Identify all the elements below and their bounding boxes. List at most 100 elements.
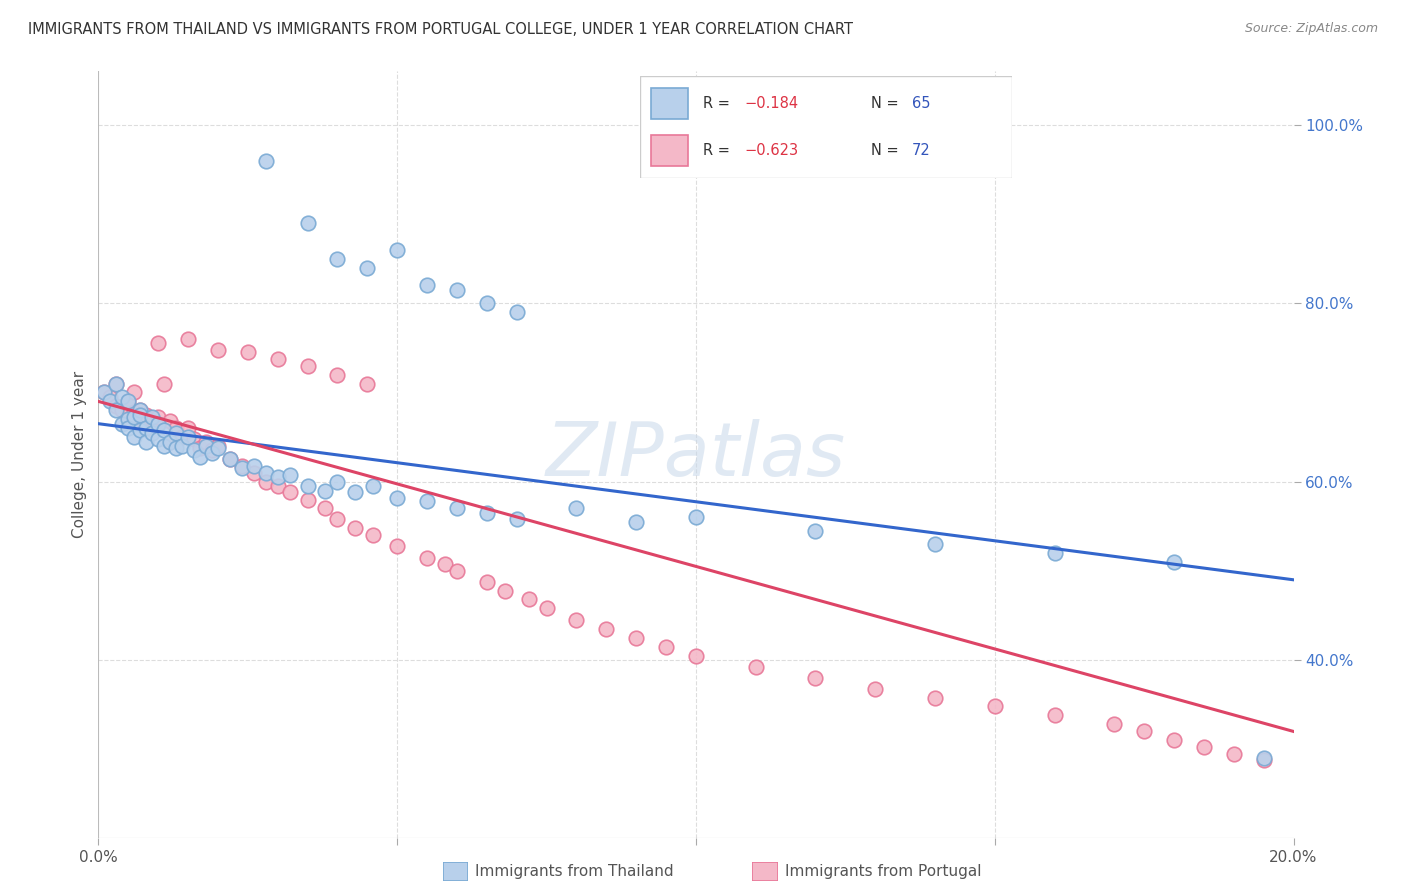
Point (344, 485, 367, 500)
Point (278, 467, 301, 482)
Point (1043, 546, 1066, 560)
Point (207, 343, 229, 357)
Point (135, 408, 157, 422)
Point (98, 394, 122, 409)
Point (231, 461, 253, 475)
Text: Source: ZipAtlas.com: Source: ZipAtlas.com (1244, 22, 1378, 36)
Point (655, 640, 678, 654)
Y-axis label: College, Under 1 year: College, Under 1 year (72, 371, 87, 539)
Point (446, 564, 468, 578)
Point (141, 412, 163, 426)
Point (141, 423, 163, 437)
Point (475, 506, 498, 520)
Point (135, 417, 157, 431)
Text: ZIPatlas: ZIPatlas (546, 419, 846, 491)
Text: N =: N = (870, 144, 903, 158)
Point (1253, 753, 1275, 767)
Point (517, 592, 540, 607)
Text: IMMIGRANTS FROM THAILAND VS IMMIGRANTS FROM PORTUGAL COLLEGE, UNDER 1 YEAR CORRE: IMMIGRANTS FROM THAILAND VS IMMIGRANTS F… (28, 22, 853, 37)
Point (326, 252, 349, 266)
Point (177, 332, 200, 346)
Point (446, 501, 468, 516)
Point (565, 501, 588, 516)
Point (165, 421, 187, 435)
Point (626, 631, 648, 645)
Point (201, 443, 224, 458)
Point (105, 376, 128, 391)
Point (148, 417, 170, 431)
Point (172, 430, 194, 444)
Point (297, 359, 319, 373)
Point (685, 510, 707, 524)
FancyBboxPatch shape (640, 76, 1012, 178)
Text: 72: 72 (911, 144, 931, 158)
Point (326, 475, 349, 489)
Point (236, 345, 259, 359)
Point (195, 439, 218, 453)
Point (1163, 733, 1185, 747)
Point (117, 412, 139, 426)
Point (1253, 751, 1275, 765)
Point (297, 216, 319, 230)
Point (1104, 717, 1126, 731)
Point (188, 441, 211, 455)
Text: R =: R = (703, 96, 734, 111)
Point (177, 430, 200, 444)
Point (124, 430, 146, 444)
Point (159, 434, 181, 449)
Point (135, 421, 157, 435)
Point (177, 421, 200, 435)
Point (243, 466, 266, 480)
Point (363, 479, 385, 493)
Point (1223, 747, 1246, 761)
Point (475, 296, 498, 310)
Point (111, 417, 134, 431)
Text: 65: 65 (911, 96, 931, 111)
Point (344, 521, 367, 535)
Point (804, 524, 827, 538)
Point (207, 439, 229, 453)
Point (93, 385, 115, 400)
Point (135, 434, 157, 449)
Point (105, 376, 128, 391)
Point (98, 390, 122, 404)
Point (315, 483, 337, 498)
Point (595, 622, 617, 636)
Point (326, 512, 349, 526)
Point (494, 583, 516, 598)
Point (267, 351, 290, 366)
Point (1192, 740, 1215, 755)
Point (183, 443, 205, 458)
Text: Immigrants from Portugal: Immigrants from Portugal (785, 864, 981, 879)
Point (416, 494, 439, 508)
Point (745, 660, 768, 674)
Point (159, 414, 181, 428)
Point (363, 528, 385, 542)
Point (148, 336, 170, 351)
Point (356, 260, 378, 275)
Point (141, 410, 163, 425)
Point (165, 425, 187, 440)
Point (188, 450, 211, 464)
Point (297, 492, 319, 507)
Point (278, 485, 301, 500)
Point (129, 408, 152, 422)
Point (93, 385, 115, 400)
Bar (651, 136, 688, 166)
Point (1163, 555, 1185, 569)
Point (804, 671, 827, 685)
Point (356, 376, 378, 391)
Point (315, 501, 337, 516)
Point (129, 412, 152, 426)
Point (111, 403, 134, 417)
Point (124, 405, 146, 419)
Point (172, 439, 194, 453)
Point (195, 434, 218, 449)
Point (153, 439, 176, 453)
Point (267, 479, 290, 493)
Point (254, 466, 277, 480)
Point (148, 417, 170, 431)
Point (1043, 708, 1066, 723)
Point (385, 491, 409, 505)
Point (506, 305, 529, 319)
